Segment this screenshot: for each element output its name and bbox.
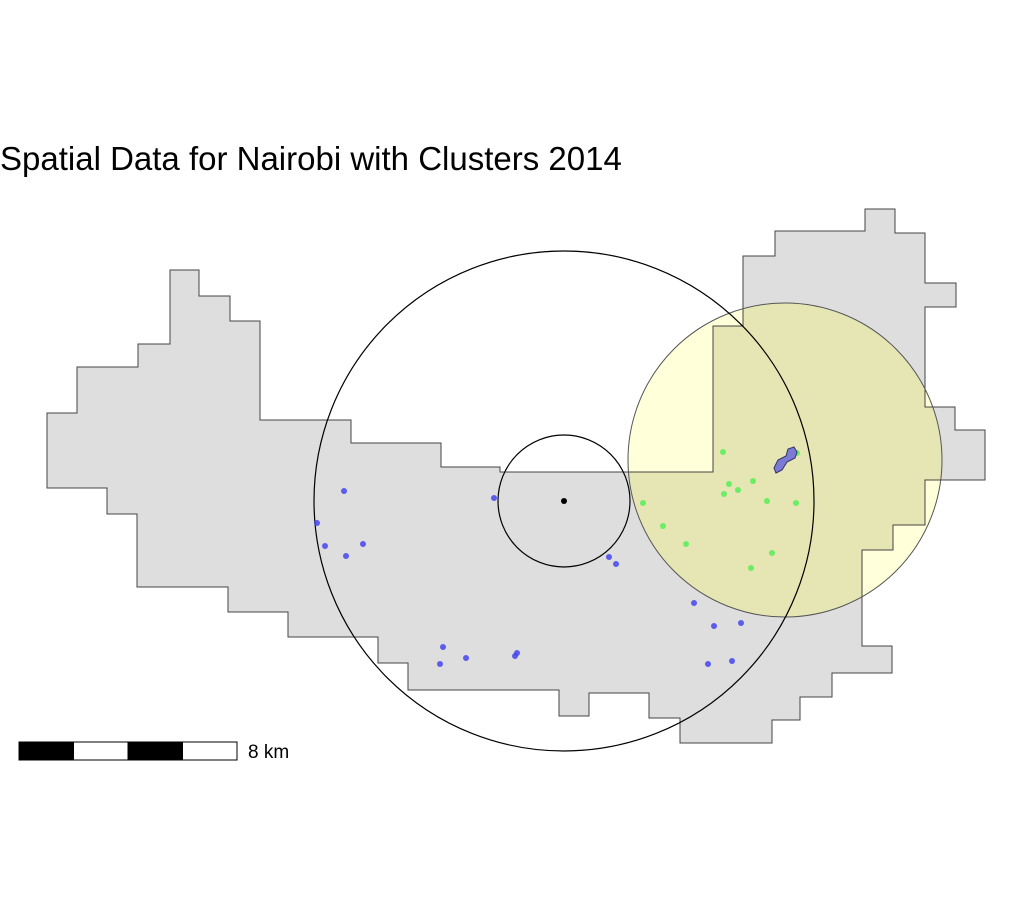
scale-bar-segment (127, 741, 183, 761)
blue-point (512, 653, 518, 659)
blue-point (738, 620, 744, 626)
blue-point (360, 541, 366, 547)
blue-points-layer (314, 488, 744, 667)
blue-point (491, 495, 497, 501)
region-outline (46, 208, 986, 744)
green-point (764, 498, 770, 504)
hotspot-polygon (773, 446, 798, 474)
blue-point (606, 554, 612, 560)
green-point (660, 523, 666, 529)
center-point (561, 498, 567, 504)
green-point (721, 491, 727, 497)
map-title: Spatial Data for Nairobi with Clusters 2… (0, 140, 622, 177)
green-point (769, 550, 775, 556)
green-point (640, 500, 646, 506)
small-buffer-circle (497, 434, 631, 568)
green-point (793, 500, 799, 506)
blue-point (705, 661, 711, 667)
green-point (748, 565, 754, 571)
blue-point (729, 658, 735, 664)
green-points-layer (640, 449, 800, 571)
large-buffer-circle (313, 250, 815, 752)
green-point (726, 481, 732, 487)
blue-point (314, 520, 320, 526)
blue-point (711, 623, 717, 629)
scale-bar: 8 km (18, 741, 289, 763)
scale-bar-segment (18, 741, 74, 761)
green-point (735, 487, 741, 493)
blue-point (613, 561, 619, 567)
blue-point (463, 655, 469, 661)
scale-bar-segment (182, 741, 238, 761)
green-point (683, 541, 689, 547)
scale-bar-segment (73, 741, 129, 761)
blue-point (437, 661, 443, 667)
blue-point (691, 600, 697, 606)
blue-point (341, 488, 347, 494)
blue-point (440, 644, 446, 650)
blue-point (343, 553, 349, 559)
green-point (750, 478, 756, 484)
scale-bar-label: 8 km (248, 742, 289, 763)
blue-point (322, 543, 328, 549)
green-point (720, 449, 726, 455)
